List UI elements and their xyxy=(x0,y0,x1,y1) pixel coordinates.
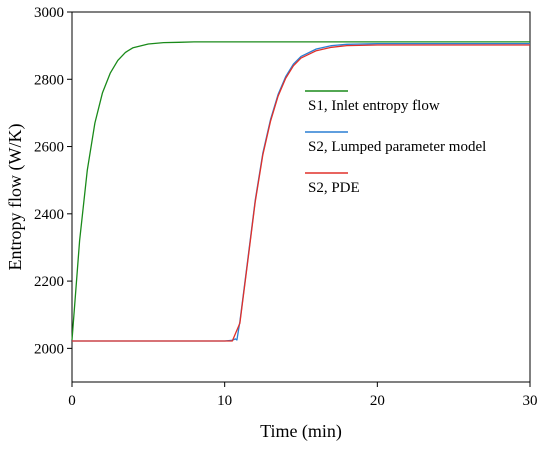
y-tick-label: 2600 xyxy=(34,140,64,156)
y-tick-label: 2000 xyxy=(34,341,64,357)
legend-label: S1, Inlet entropy flow xyxy=(308,98,440,114)
x-tick-label: 0 xyxy=(68,393,76,409)
x-axis: 0 10 20 30 xyxy=(68,382,538,409)
series-lines xyxy=(71,41,530,342)
x-tick-label: 30 xyxy=(523,393,538,409)
y-tick-label: 2400 xyxy=(34,207,64,223)
series-line-1 xyxy=(71,41,530,341)
y-axis-label: Entropy flow (W/K) xyxy=(5,124,26,271)
series-line-3 xyxy=(72,44,530,342)
x-tick-label: 10 xyxy=(217,393,232,409)
plot-frame xyxy=(71,11,531,383)
y-tick-label: 2200 xyxy=(34,274,64,290)
x-tick-label: 20 xyxy=(370,393,385,409)
y-axis: 2000 2200 2400 2600 2800 3000 xyxy=(34,5,72,357)
series-line-2 xyxy=(72,42,530,342)
legend: S1, Inlet entropy flow S2, Lumped paramet… xyxy=(305,90,486,196)
y-tick-label: 2800 xyxy=(34,72,64,88)
x-axis-label: Time (min) xyxy=(260,421,342,442)
y-tick-label: 3000 xyxy=(34,5,64,21)
legend-label: S2, Lumped parameter model xyxy=(308,139,486,155)
legend-label: S2, PDE xyxy=(308,180,360,196)
